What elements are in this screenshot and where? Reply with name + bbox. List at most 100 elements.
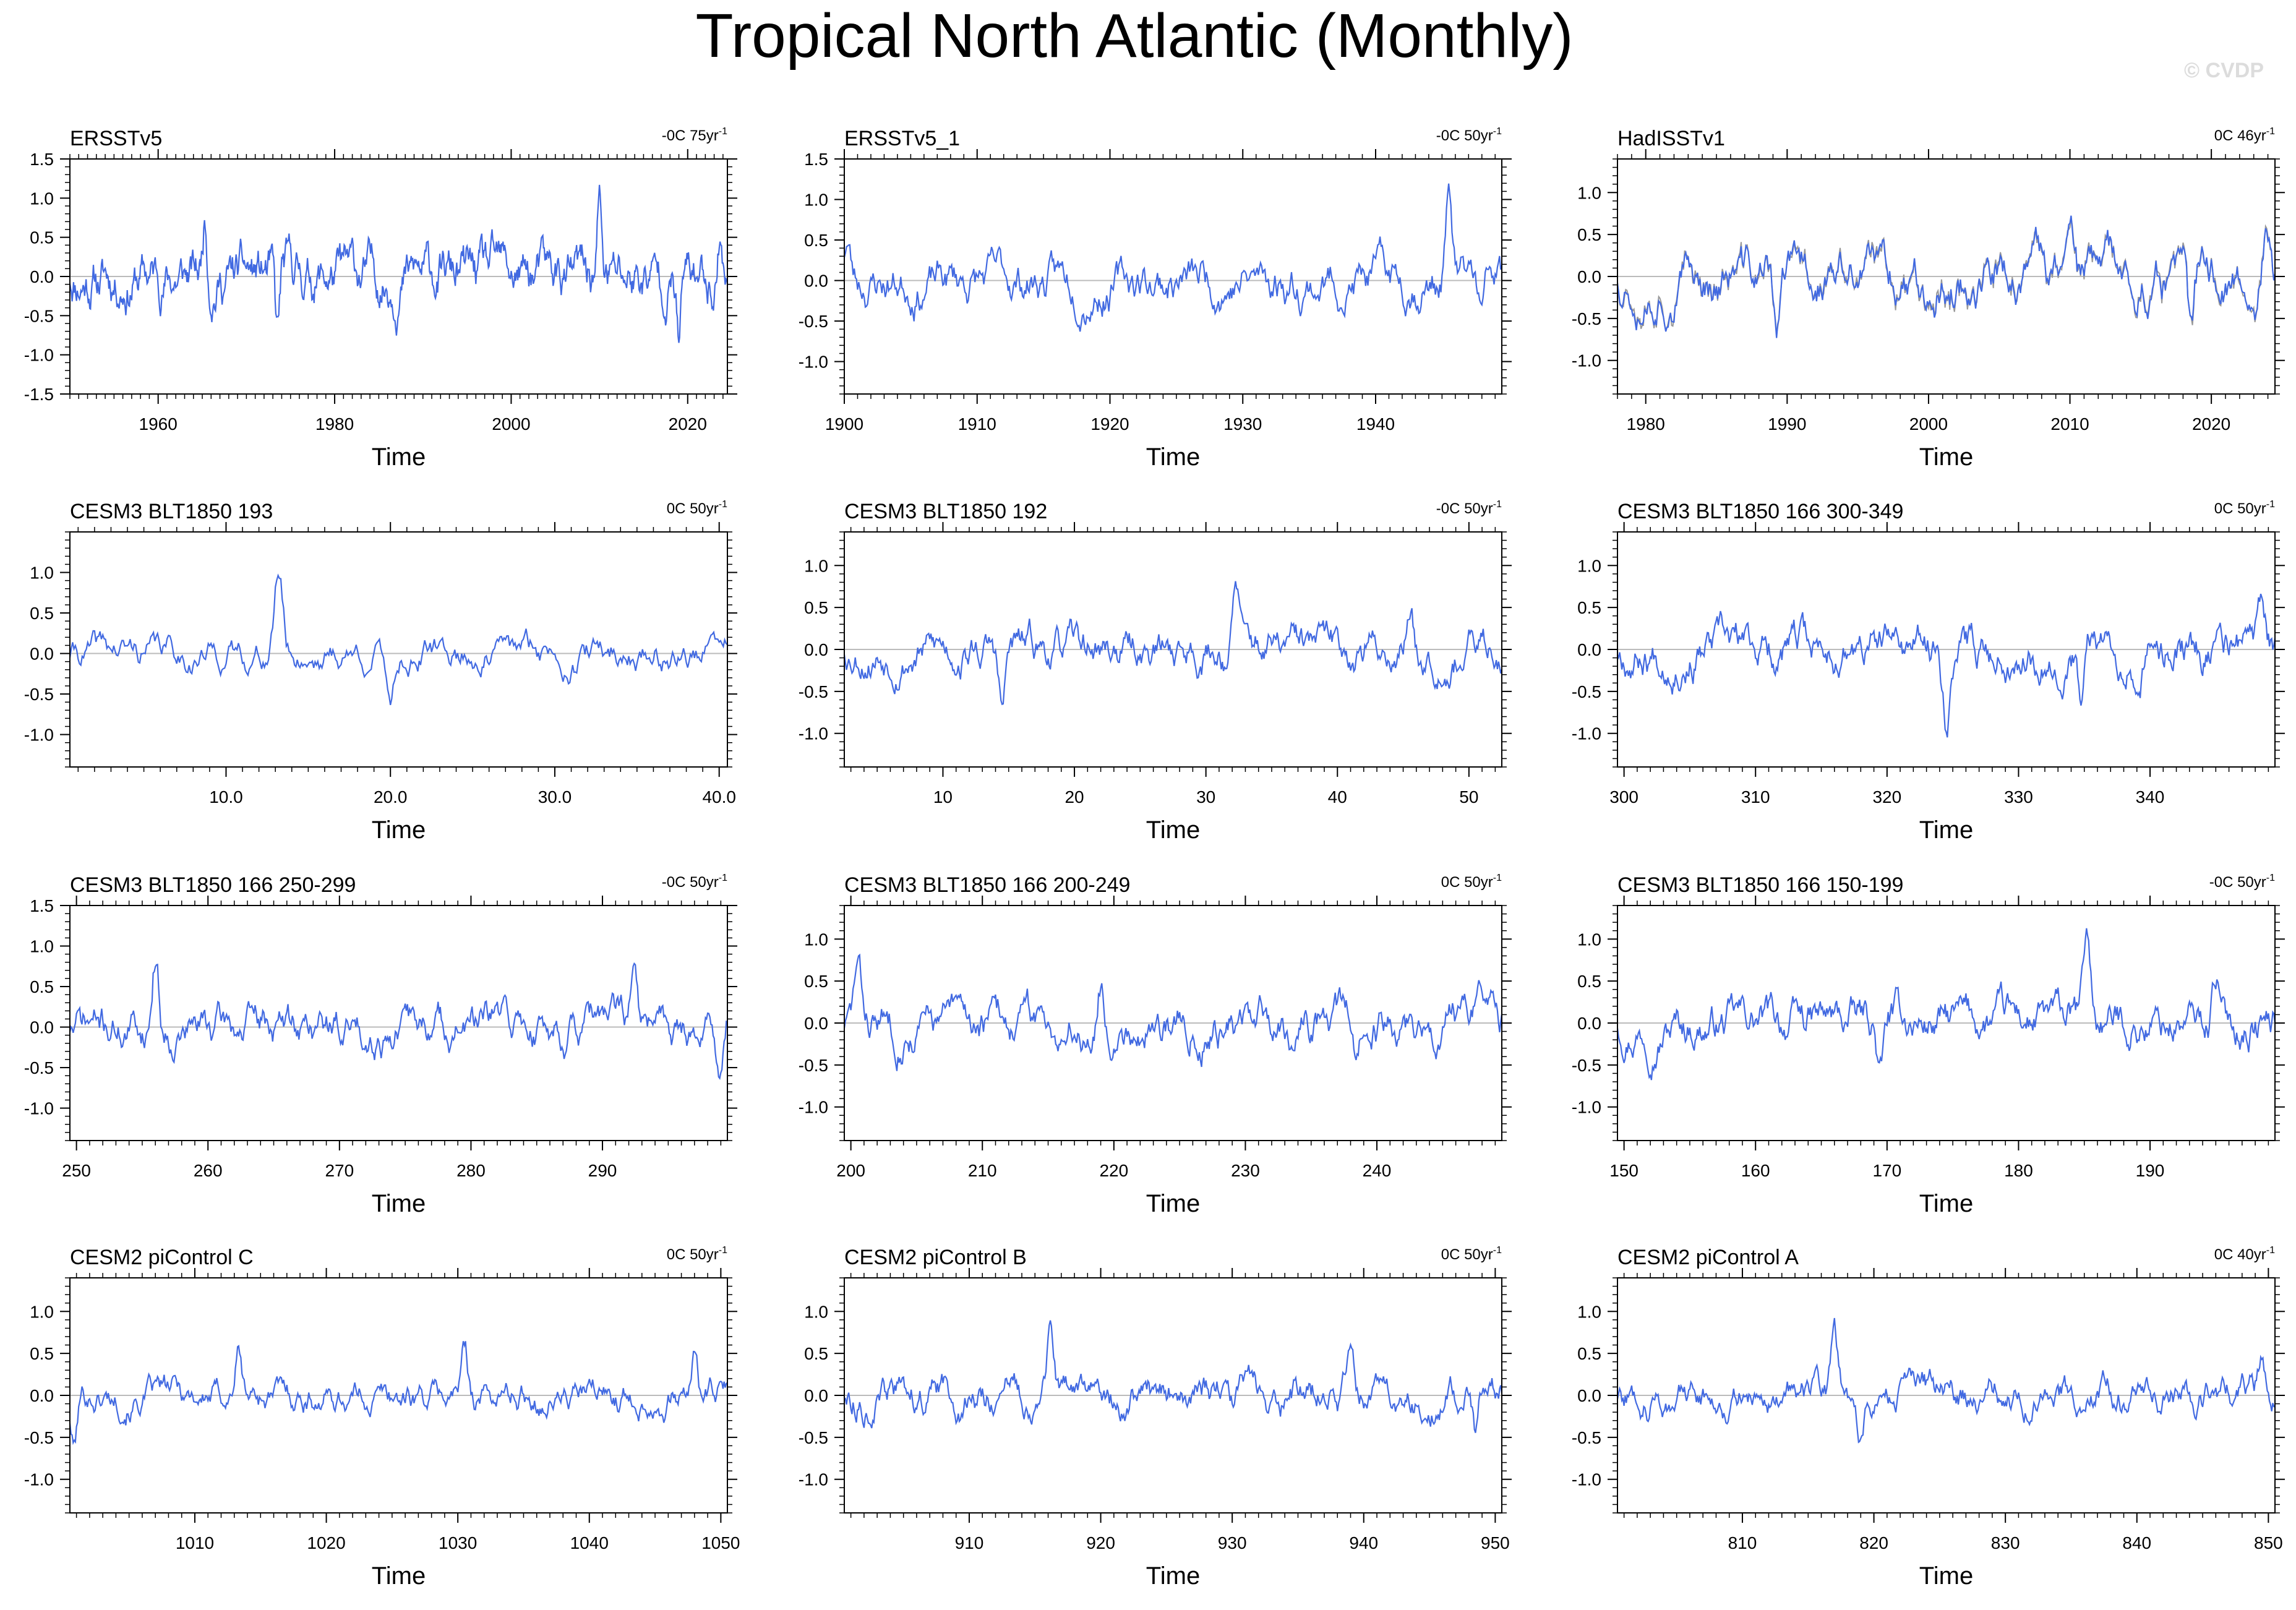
- y-tick-label: 1.0: [804, 191, 828, 210]
- y-tick-label: 1.0: [1577, 1302, 1601, 1321]
- trend-label: -0C 50yr-1: [662, 873, 727, 891]
- series-line: [843, 183, 1503, 332]
- y-tick-label: -0.5: [1572, 682, 1601, 701]
- y-tick-label: -1.0: [24, 1470, 54, 1489]
- series-line: [1616, 215, 2276, 338]
- trend-exponent: -1: [719, 873, 727, 883]
- y-tick-label: -1.0: [1572, 351, 1601, 370]
- trend-label: 0C 50yr-1: [1441, 1245, 1502, 1263]
- panel-title: CESM2 piControl B: [844, 1246, 1027, 1269]
- trend-exponent: -1: [1493, 873, 1502, 883]
- trend-exponent: -1: [2266, 126, 2275, 137]
- trend-label: 0C 50yr-1: [667, 499, 727, 517]
- chart-panel: CESM3 BLT1850 192 -0C 50yr-1 10 20 30 40 50 -1.…: [799, 499, 1512, 844]
- y-tick-label: -1.5: [24, 385, 54, 404]
- y-tick-label: -0.5: [799, 1428, 828, 1447]
- chart-panel: CESM3 BLT1850 193 0C 50yr-1 10.0 20.0 30.0 40…: [24, 499, 737, 844]
- series-line: [69, 1341, 728, 1445]
- x-tick-label: 1010: [176, 1533, 214, 1552]
- y-tick-label: -0.5: [24, 685, 54, 704]
- x-tick-label: 50: [1459, 787, 1478, 807]
- x-axis-label: Time: [1146, 1190, 1200, 1217]
- panel-title: CESM3 BLT1850 166 300-349: [1617, 500, 1903, 523]
- trend-exponent: -1: [2266, 499, 2275, 510]
- x-axis-label: Time: [372, 443, 426, 471]
- x-axis-label: Time: [1919, 816, 1973, 844]
- x-tick-label: 160: [1741, 1161, 1770, 1180]
- y-tick-label: 1.0: [804, 930, 828, 949]
- x-tick-label: 20.0: [374, 787, 408, 807]
- chart-panel: CESM3 BLT1850 166 200-249 0C 50yr-1 200 210…: [799, 873, 1512, 1217]
- panel-title: HadISSTv1: [1617, 127, 1725, 150]
- y-tick-label: 1.5: [30, 896, 54, 915]
- y-tick-label: -1.0: [799, 1098, 828, 1117]
- trend-label: 0C 50yr-1: [2214, 499, 2275, 517]
- y-tick-label: -1.0: [1572, 1470, 1601, 1489]
- trend-exponent: -1: [1493, 1245, 1502, 1256]
- x-tick-label: 330: [2004, 787, 2033, 807]
- y-tick-label: -1.0: [799, 1470, 828, 1489]
- x-tick-label: 930: [1218, 1533, 1247, 1552]
- series-line-overlay: [1617, 217, 2276, 335]
- x-tick-label: 1910: [958, 414, 996, 434]
- x-tick-label: 2020: [669, 414, 707, 434]
- y-tick-label: 1.0: [30, 189, 54, 208]
- series-line: [69, 962, 728, 1080]
- chart-panel: ERSSTv5 -0C 75yr-1 1960 1980 2000 2020 -1.5 -1.…: [24, 126, 737, 471]
- x-tick-label: 20: [1064, 787, 1084, 807]
- trend-label: -0C 50yr-1: [1436, 126, 1502, 144]
- y-tick-label: -1.0: [799, 724, 828, 743]
- series-line: [69, 184, 729, 343]
- x-tick-label: 240: [1363, 1161, 1392, 1180]
- y-tick-label: -0.5: [1572, 309, 1601, 328]
- chart-panel: CESM3 BLT1850 166 250-299 -0C 50yr-1 250 26…: [24, 873, 737, 1217]
- x-tick-label: 1930: [1223, 414, 1262, 434]
- y-tick-label: 0.0: [1577, 1014, 1601, 1033]
- panel-title: CESM3 BLT1850 166 200-249: [844, 873, 1130, 897]
- x-tick-label: 920: [1086, 1533, 1115, 1552]
- x-tick-label: 280: [456, 1161, 486, 1180]
- y-tick-label: 0.0: [804, 640, 828, 659]
- x-tick-label: 2000: [492, 414, 530, 434]
- x-tick-label: 260: [194, 1161, 223, 1180]
- x-tick-label: 830: [1991, 1533, 2020, 1552]
- x-tick-label: 1920: [1090, 414, 1129, 434]
- x-tick-label: 940: [1349, 1533, 1378, 1552]
- trend-label: -0C 50yr-1: [1436, 499, 1502, 517]
- x-tick-label: 40: [1328, 787, 1347, 807]
- y-tick-label: 0.5: [804, 972, 828, 991]
- panel-title: ERSSTv5_1: [844, 127, 960, 150]
- y-tick-label: -0.5: [799, 312, 828, 331]
- trend-exponent: -1: [2266, 1245, 2275, 1256]
- y-tick-label: 1.0: [30, 1302, 54, 1321]
- chart-panel: CESM3 BLT1850 166 300-349 0C 50yr-1 300 310…: [1572, 499, 2285, 844]
- chart-panel: CESM3 BLT1850 166 150-199 -0C 50yr-1 150 16…: [1572, 873, 2285, 1217]
- y-tick-label: 0.0: [804, 272, 828, 291]
- y-tick-label: 1.0: [1577, 930, 1601, 949]
- trend-label: 0C 50yr-1: [1441, 873, 1502, 891]
- x-tick-label: 1900: [825, 414, 863, 434]
- x-tick-label: 820: [1859, 1533, 1888, 1552]
- series-line: [844, 1320, 1503, 1433]
- x-tick-label: 2000: [1909, 414, 1948, 434]
- x-tick-label: 270: [325, 1161, 354, 1180]
- x-tick-label: 310: [1741, 787, 1770, 807]
- trend-exponent: -1: [719, 499, 727, 510]
- trend-exponent: -1: [719, 126, 727, 137]
- y-tick-label: -1.0: [24, 726, 54, 745]
- trend-label: -0C 75yr-1: [662, 126, 727, 144]
- x-axis-label: Time: [1919, 1562, 1973, 1590]
- trend-exponent: -1: [1493, 499, 1502, 510]
- panel-title: CESM3 BLT1850 192: [844, 500, 1047, 523]
- plot-frame: [844, 158, 1502, 395]
- x-tick-label: 190: [2136, 1161, 2165, 1180]
- y-tick-label: -0.5: [799, 682, 828, 701]
- y-tick-label: 0.5: [30, 604, 54, 623]
- y-tick-label: -0.5: [24, 1428, 54, 1447]
- y-tick-label: 0.0: [1577, 640, 1601, 659]
- x-tick-label: 230: [1231, 1161, 1260, 1180]
- trend-label: 0C 40yr-1: [2214, 1245, 2275, 1263]
- y-tick-label: 0.5: [804, 231, 828, 250]
- x-tick-label: 1020: [307, 1533, 345, 1552]
- panel-title: ERSSTv5: [70, 127, 162, 150]
